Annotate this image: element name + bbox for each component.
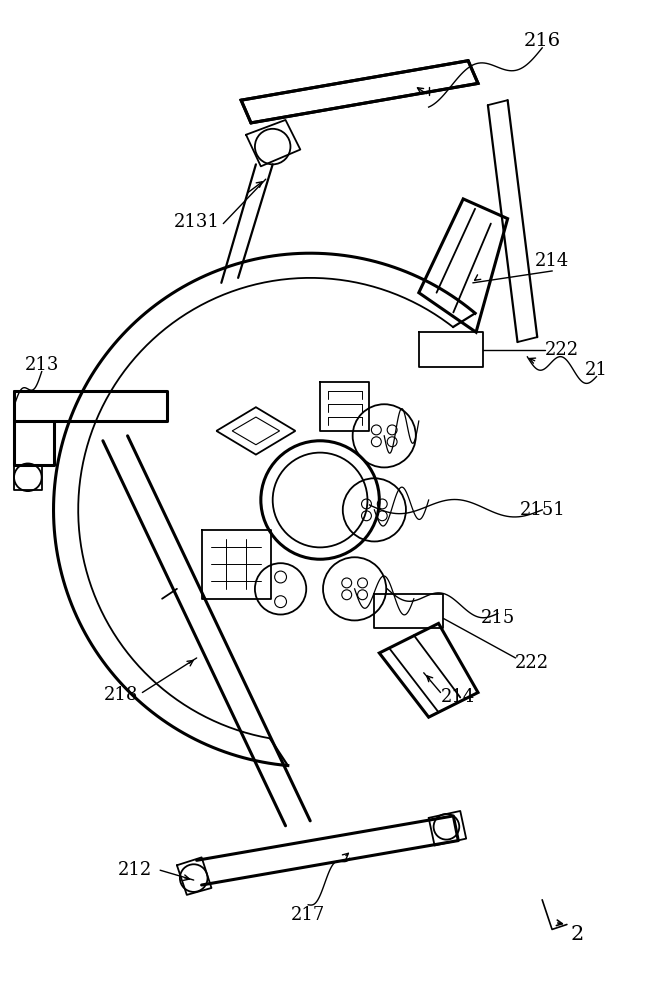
Text: 2: 2 (570, 925, 583, 944)
Text: 21: 21 (585, 361, 608, 379)
Text: 2151: 2151 (519, 501, 565, 519)
Text: 212: 212 (117, 861, 152, 879)
Text: 217: 217 (291, 906, 326, 924)
Text: 215: 215 (480, 609, 515, 627)
Text: 214: 214 (441, 688, 475, 706)
Text: 222: 222 (545, 341, 579, 359)
Text: 222: 222 (515, 654, 549, 672)
Text: 213: 213 (25, 356, 59, 374)
Text: 218: 218 (104, 686, 138, 704)
Text: 214: 214 (535, 252, 569, 270)
Text: 216: 216 (523, 32, 561, 50)
Text: 2131: 2131 (174, 213, 219, 231)
